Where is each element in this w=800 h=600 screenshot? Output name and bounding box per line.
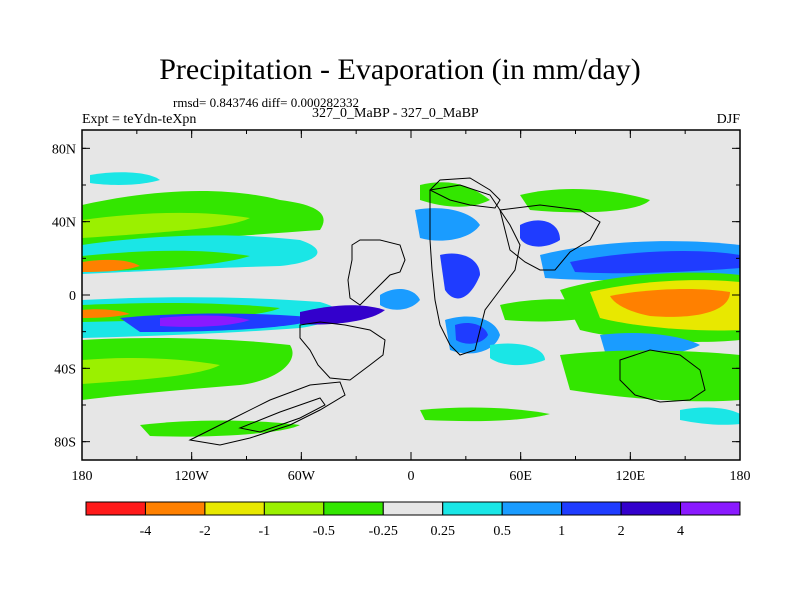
contour-yellowgreen-north (82, 212, 250, 238)
colorbar-label: 1 (558, 524, 565, 539)
x-tick-label: 180 (730, 469, 751, 484)
x-tick-label: 120W (175, 469, 210, 484)
colorbar-swatch (263, 501, 325, 516)
colorbar-label: 4 (677, 524, 684, 539)
x-tick-label: 60E (509, 469, 532, 484)
coast-asia (499, 204, 601, 271)
y-tick-label: 40N (52, 216, 76, 231)
colorbar (85, 501, 741, 516)
colorbar-swatch (144, 501, 206, 516)
colorbar-swatch (85, 501, 146, 516)
contour-cyan-far-sopac (680, 407, 740, 425)
contour-green-far-sopac (420, 407, 550, 422)
colorbar-swatch (323, 501, 384, 516)
x-tick-label: 180 (72, 469, 93, 484)
colorbar-swatch (620, 501, 682, 516)
contour-purple-eq (160, 315, 250, 327)
colorbar-label: 0.5 (493, 524, 511, 539)
colorbar-label: -4 (140, 524, 152, 539)
contour-blue-atl (380, 288, 420, 310)
colorbar-swatch (501, 501, 563, 516)
case-label: 327_0_MaBP - 327_0_MaBP (312, 106, 479, 121)
colorbar-label: -1 (259, 524, 271, 539)
y-tick-label: 0 (69, 289, 76, 304)
coast-antarctica (188, 381, 346, 446)
season-label: DJF (716, 112, 740, 127)
x-tick-label: 60W (288, 469, 316, 484)
colorbar-swatch (442, 501, 503, 516)
map-field (82, 130, 740, 460)
coast-greenland (429, 177, 501, 209)
contour-darkblue-pacific-n (570, 250, 740, 274)
colorbar-label: 2 (618, 524, 625, 539)
continent-outlines (188, 177, 706, 446)
axis-ticks (81, 130, 741, 460)
stats-text: rmsd= 0.843746 diff= 0.000282332 (173, 95, 359, 110)
colorbar-swatch (382, 501, 444, 516)
contour-yellowgreen-south (82, 357, 220, 384)
colorbar-label: -2 (199, 524, 211, 539)
colorbar-label: 0.25 (430, 524, 455, 539)
colorbar-swatch (561, 501, 622, 516)
colorbar-swatch (680, 501, 741, 516)
contour-green-far-south (140, 420, 300, 437)
axis-tick-labels: 180 120W 60W 0 60E 120E 180 80N 40N 0 40S 80S (52, 142, 751, 484)
contour-cyan-indian (490, 343, 545, 366)
contour-green-sopac (560, 350, 740, 402)
contour-blue-africa-n (415, 208, 480, 241)
x-tick-label: 120E (616, 469, 646, 484)
coast-america-s (299, 321, 386, 381)
plot-title: Precipitation - Evaporation (in mm/day) (159, 53, 641, 86)
colorbar-swatch (204, 501, 265, 516)
contour-orange-eq (82, 309, 130, 318)
colorbar-label: -0.25 (369, 524, 398, 539)
contour-blue-spcz (600, 333, 700, 356)
contour-darkblue-africa (455, 323, 488, 344)
contour-orange-pacific (610, 288, 730, 317)
contour-orange-ntrop (82, 259, 140, 272)
y-tick-label: 80N (52, 142, 76, 157)
colorbar-labels: -4 -2 -1 -0.5 -0.25 0.25 0.5 1 2 4 (140, 524, 684, 539)
coast-america-n (347, 239, 406, 306)
x-tick-label: 0 (408, 469, 415, 484)
y-tick-label: 80S (54, 436, 76, 451)
y-tick-label: 40S (54, 362, 76, 377)
colorbar-label: -0.5 (313, 524, 335, 539)
contour-cyan-top (90, 172, 160, 185)
contour-darkblue-africa-n (440, 253, 480, 299)
contour-darkblue-asia (520, 220, 560, 247)
contour-darkblue-eq (300, 305, 385, 325)
coast-australia (619, 349, 706, 403)
coast-africa (429, 184, 521, 356)
coast-antarctica-inner (238, 397, 326, 433)
experiment-label: Expt = teYdn-teXpn (82, 112, 197, 127)
